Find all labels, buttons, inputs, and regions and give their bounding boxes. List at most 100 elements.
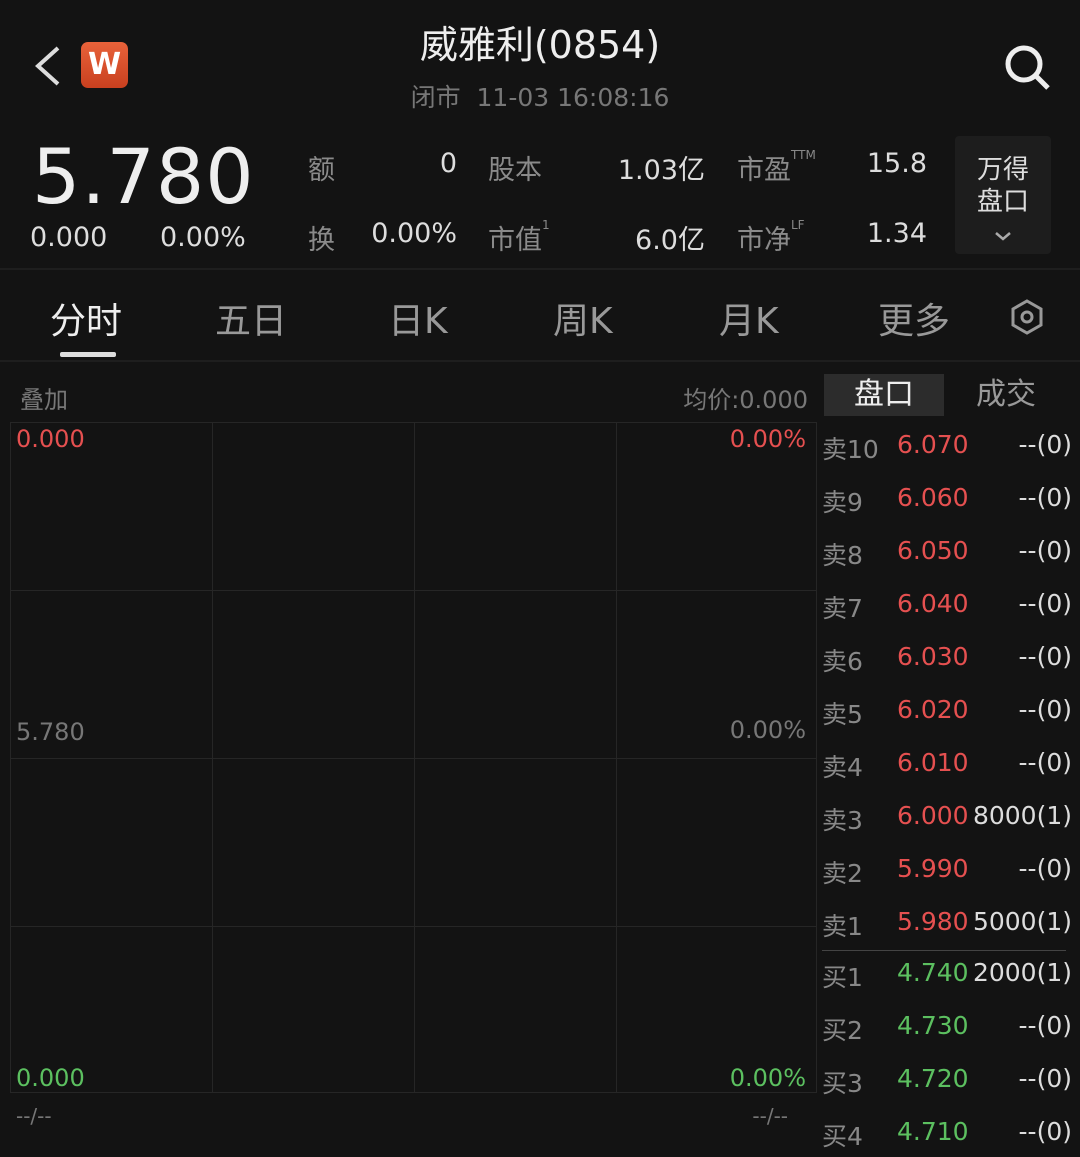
level-price: 5.980 (897, 907, 969, 936)
price-axis-bottom: 0.000 (16, 1064, 85, 1092)
level-label: 卖2 (822, 859, 863, 888)
wind-orderbook-button[interactable]: 万得 盘口 (955, 136, 1051, 254)
level-volume: --(0) (1018, 483, 1072, 512)
ask-row[interactable]: 卖4 6.010 --(0) (822, 748, 1072, 788)
wind-button-line1: 万得 (976, 155, 1029, 185)
level-volume: 2000(1) (972, 958, 1072, 987)
tab-orderbook[interactable]: 盘口 (824, 374, 944, 416)
ask-row[interactable]: 卖2 5.990 --(0) (822, 854, 1072, 894)
bid-row[interactable]: 买1 4.740 2000(1) (822, 958, 1072, 998)
level-volume: --(0) (1018, 695, 1072, 724)
ask-row[interactable]: 卖10 6.070 --(0) (822, 430, 1072, 470)
back-icon[interactable] (30, 44, 70, 88)
tab-daily-k[interactable]: 日K (388, 301, 448, 342)
level-price: 4.720 (897, 1064, 969, 1093)
level-volume: --(0) (1018, 748, 1072, 777)
level-label: 卖5 (822, 700, 863, 729)
level-price: 6.010 (897, 748, 969, 777)
tab-more[interactable]: 更多 (878, 301, 951, 342)
stat-value: 6.0亿 (635, 225, 705, 256)
level-price: 6.020 (897, 695, 969, 724)
tab-monthly-k[interactable]: 月K (719, 301, 779, 342)
level-price: 4.710 (897, 1117, 969, 1146)
price-change: 0.000 (30, 222, 108, 253)
level-volume: 8000(1) (972, 801, 1072, 830)
level-volume: --(0) (1018, 1011, 1072, 1040)
search-icon[interactable] (1002, 42, 1052, 92)
last-price: 5.780 (32, 132, 255, 221)
ask-row[interactable]: 卖5 6.020 --(0) (822, 695, 1072, 735)
bid-row[interactable]: 买2 4.730 --(0) (822, 1011, 1072, 1051)
level-label: 卖8 (822, 541, 863, 570)
ask-row[interactable]: 卖3 6.000 8000(1) (822, 801, 1072, 841)
price-axis-top: 0.000 (16, 425, 85, 453)
stat-value: 0.00% (371, 218, 457, 249)
level-volume: 5000(1) (972, 907, 1072, 936)
level-label: 卖9 (822, 488, 863, 517)
level-volume: --(0) (1018, 430, 1072, 459)
level-price: 5.990 (897, 854, 969, 883)
settings-icon[interactable] (1008, 298, 1046, 336)
overlay-button[interactable]: 叠加 (20, 386, 68, 414)
pct-axis-top: 0.00% (729, 425, 806, 453)
level-price: 6.000 (897, 801, 969, 830)
level-label: 卖3 (822, 806, 863, 835)
ask-row[interactable]: 卖9 6.060 --(0) (822, 483, 1072, 523)
avg-price: 均价:0.000 (683, 386, 808, 414)
price-change-pct: 0.00% (160, 222, 246, 253)
level-label: 卖7 (822, 594, 863, 623)
wind-logo: W (81, 42, 128, 88)
level-label: 买4 (822, 1122, 863, 1151)
level-price: 4.740 (897, 958, 969, 987)
pct-axis-mid: 0.00% (729, 716, 806, 744)
tab-weekly-k[interactable]: 周K (553, 301, 613, 342)
level-volume: --(0) (1018, 642, 1072, 671)
wind-button-line2: 盘口 (976, 187, 1029, 217)
level-label: 卖6 (822, 647, 863, 676)
stat-label: 股本 (488, 155, 542, 186)
ask-row[interactable]: 卖6 6.030 --(0) (822, 642, 1072, 682)
stat-value: 0 (439, 148, 457, 179)
stat-value: 1.03亿 (617, 155, 705, 186)
active-tab-indicator (60, 352, 116, 357)
ask-row[interactable]: 卖7 6.040 --(0) (822, 589, 1072, 629)
stat-label: 换 (308, 225, 335, 256)
bid-row[interactable]: 买4 4.710 --(0) (822, 1117, 1072, 1157)
market-status: 闭市 11-03 16:08:16 (410, 83, 670, 112)
time-axis-end: --/-- (752, 1104, 788, 1128)
tab-trades[interactable]: 成交 (976, 377, 1036, 412)
level-label: 卖10 (822, 435, 879, 464)
intraday-chart[interactable] (10, 422, 817, 1093)
ask-row[interactable]: 卖1 5.980 5000(1) (822, 907, 1072, 947)
level-price: 6.050 (897, 536, 969, 565)
stat-label: 额 (308, 155, 335, 186)
tab-five-day[interactable]: 五日 (215, 301, 288, 342)
bid-row[interactable]: 买3 4.720 --(0) (822, 1064, 1072, 1104)
stat-value: 15.8 (866, 148, 927, 179)
level-volume: --(0) (1018, 1064, 1072, 1093)
level-label: 买1 (822, 963, 863, 992)
time-axis-start: --/-- (16, 1104, 52, 1128)
level-volume: --(0) (1018, 854, 1072, 883)
level-volume: --(0) (1018, 536, 1072, 565)
level-volume: --(0) (1018, 1117, 1072, 1146)
level-price: 6.040 (897, 589, 969, 618)
page-title: 威雅利(0854) (419, 23, 661, 67)
orderbook-divider (822, 950, 1066, 951)
pct-axis-bottom: 0.00% (729, 1064, 806, 1092)
level-price: 6.060 (897, 483, 969, 512)
ask-row[interactable]: 卖8 6.050 --(0) (822, 536, 1072, 576)
level-price: 6.070 (897, 430, 969, 459)
chevron-down-icon (995, 232, 1011, 241)
stat-value: 1.34 (866, 218, 927, 249)
level-volume: --(0) (1018, 589, 1072, 618)
level-price: 6.030 (897, 642, 969, 671)
stat-label: 市净LF (737, 218, 805, 256)
stat-label: 市值1 (488, 218, 550, 256)
stat-label: 市盈TTM (737, 148, 816, 186)
tab-intraday[interactable]: 分时 (50, 301, 123, 342)
level-label: 卖4 (822, 753, 863, 782)
price-axis-mid: 5.780 (16, 718, 85, 746)
level-price: 4.730 (897, 1011, 969, 1040)
level-label: 买2 (822, 1016, 863, 1045)
